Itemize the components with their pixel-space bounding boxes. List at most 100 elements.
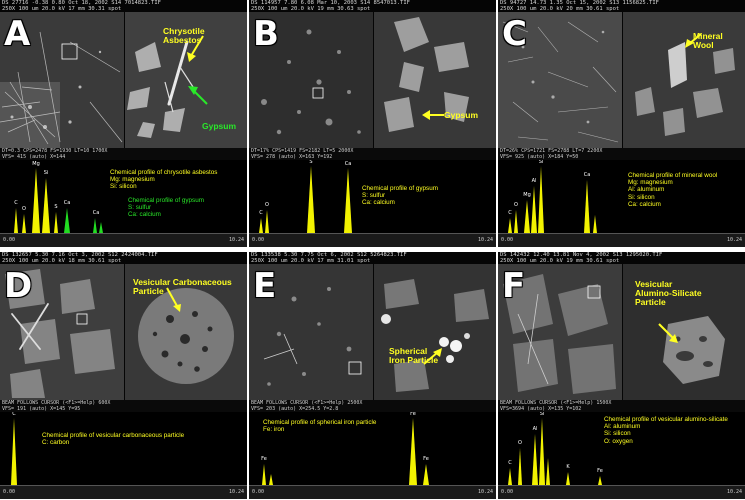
spectrum-peak <box>508 218 512 233</box>
panel-f-sem-detail <box>623 264 745 400</box>
profile-line: Ca: calcium <box>628 200 661 208</box>
spectrum-peak <box>518 448 522 485</box>
panel-e-profile-iron: Chemical profile of spherical iron parti… <box>263 419 376 433</box>
spectrum-peak <box>22 214 26 233</box>
panel-f-letter: F <box>502 266 526 306</box>
peak-element-label: Ca <box>345 161 352 167</box>
profile-line: C: carbon <box>42 439 70 447</box>
panel-a-sem-detail <box>125 12 247 148</box>
panel-b-sem-overview <box>249 12 373 148</box>
panel-d-profile-carbonaceous: Chemical profile of vesicular carbonaceo… <box>42 432 184 446</box>
panel-d-sem-overview <box>0 264 124 400</box>
panel-e-header: DS 133538 5.30 7.75 Oct 6, 2002 S12 5264… <box>249 252 496 264</box>
spectrum-peak <box>344 168 352 233</box>
panel-c-profile-mineral-wool: Chemical profile of mineral wool Mg: mag… <box>628 172 717 208</box>
panel-d-status: BEAM FOLLOWS CURSOR (<F1>=Help) 600X VFS… <box>0 400 247 412</box>
profile-line: Si: silicon <box>628 193 655 201</box>
spectrum-peak <box>54 212 58 233</box>
panel-d-label-vesicular-carbonaceous: Vesicular Carbonaceous Particle <box>133 277 232 296</box>
spectrum-peak <box>546 458 550 485</box>
panel-d-status-line1: BEAM FOLLOWS CURSOR (<F1>=Help) 600X <box>2 400 111 406</box>
spectrum-peak <box>566 472 570 485</box>
spectrum-peak <box>265 210 269 233</box>
panel-b-status: DT=17% CPS=1419 FS=2182 LT=5 2000X VFS= … <box>249 148 496 160</box>
panel-f: DS 142432 12.40 13.81 Nov 4, 2002 S13 12… <box>498 252 745 499</box>
spectrum-peak <box>307 166 315 233</box>
panel-d-header-line1: DS 132657 5.30 7.16 Oct 3, 2002 S12 2424… <box>2 252 158 258</box>
axis-max: 10.24 <box>477 237 493 243</box>
panel-a-status: DT=0.3 CPS=2478 FS=1930 LT=10 1700X VFS=… <box>0 148 247 160</box>
panel-a-letter: A <box>4 14 31 54</box>
peak-element-label: K <box>566 464 570 470</box>
spectrum-peak <box>593 215 597 233</box>
panel-b-status-line2: VFS= 278 (auto) X=163 Y=192 <box>251 154 333 160</box>
panel-d-spectrum: C Chemical profile of vesicular carbonac… <box>0 411 247 486</box>
spectrum-peak <box>262 464 266 485</box>
spectrum-peak <box>538 166 544 233</box>
panel-d-header: DS 132657 5.30 7.16 Oct 3, 2002 S12 2424… <box>0 252 247 264</box>
peak-element-label: C <box>12 412 16 417</box>
spectrum-peak <box>259 218 263 233</box>
axis-max: 10.24 <box>228 237 244 243</box>
peak-element-label: Si <box>44 170 49 176</box>
profile-line: S: sulfur <box>362 192 386 200</box>
panel-b-header: DS 114957 7.80 6.08 Mar 10, 2003 S14 854… <box>249 0 496 12</box>
panel-a-profile-asbestos: Chemical profile of chrysotile asbestos … <box>110 169 217 191</box>
panel-c-spectrum: C O Mg Al Si Ca Chemical profile of mineral w… <box>498 159 745 234</box>
panel-e-status-line1: BEAM FOLLOWS CURSOR (<F1>=Help) 2500X <box>251 400 363 406</box>
panel-b-spectrum: C O S Ca Chemical profile of gypsum S: sulf… <box>249 159 496 234</box>
profile-line: Chemical profile of spherical iron parti… <box>263 419 377 426</box>
peak-element-label: Fe <box>261 456 267 462</box>
spectrum-peak <box>508 468 512 485</box>
panel-f-status-line1: BEAM FOLLOWS CURSOR (<F1>=Help) 1500X <box>500 400 612 406</box>
peak-element-label: Al <box>532 178 537 184</box>
panel-a-label-gypsum: Gypsum <box>202 121 237 131</box>
profile-line: Chemical profile of chrysotile asbestos <box>110 169 218 176</box>
panel-a-header-line1: DS 27716 -0.38 0.80 Oct 18, 2002 S14 701… <box>2 0 161 6</box>
panel-f-header: DS 142432 12.40 13.81 Nov 4, 2002 S13 12… <box>498 252 745 264</box>
panel-d-header-line2: 250X 100 um 20.0 kV 18 mm 30.61 spot <box>2 258 122 264</box>
panel-a-profile-gypsum: Chemical profile of gypsum S: sulfur Ca:… <box>128 197 204 219</box>
panel-a-energy-axis: 0.00 10.24 <box>0 233 247 247</box>
panel-b-energy-axis: 0.00 10.24 <box>249 233 496 247</box>
panel-c-sem-overview <box>498 12 622 148</box>
peak-element-label: Fe <box>597 468 603 474</box>
panel-e-header-line1: DS 133538 5.30 7.75 Oct 6, 2002 S12 5264… <box>251 252 407 258</box>
panel-f-status: BEAM FOLLOWS CURSOR (<F1>=Help) 1500X VF… <box>498 400 745 412</box>
panel-e-status-line2: VFS= 203 (auto) X=254.5 Y=2.8 <box>251 406 339 412</box>
panel-a-status-line2: VFS= 415 (auto) X=144 <box>2 154 66 160</box>
profile-line: Al: aluminum <box>628 186 665 194</box>
profile-line: Mg: magnesium <box>628 179 673 187</box>
axis-max: 10.24 <box>726 489 742 495</box>
panel-a-status-line1: DT=0.3 CPS=2478 FS=1930 LT=10 1700X <box>2 148 108 154</box>
peak-element-label: O <box>22 206 26 212</box>
panel-d-status-line2: VFS= 191 (auto) X=145 Y=95 <box>2 406 81 412</box>
panel-c-status-line2: VFS= 925 (auto) X=184 Y=50 <box>500 154 579 160</box>
panel-a-label-chrysotile-asbestos: Chrysotile Asbestos <box>163 26 205 45</box>
panel-c: DS 94727 14.73 1.35 Oct 15, 2002 S13 115… <box>498 0 745 247</box>
spectrum-peak <box>423 464 429 485</box>
panel-c-letter: C <box>502 14 527 54</box>
panel-b-label-gypsum: Gypsum <box>444 110 479 120</box>
peak-element-label: Ca <box>64 200 71 206</box>
spectrum-peak <box>524 200 530 233</box>
panel-e-status: BEAM FOLLOWS CURSOR (<F1>=Help) 2500X VF… <box>249 400 496 412</box>
panel-a-header: DS 27716 -0.38 0.80 Oct 18, 2002 S14 701… <box>0 0 247 12</box>
peak-element-label: Mg <box>523 192 531 198</box>
panel-b-profile-gypsum: Chemical profile of gypsum S: sulfur Ca:… <box>362 185 438 207</box>
spectrum-peak <box>269 474 273 485</box>
axis-min: 0.00 <box>252 489 265 495</box>
spectrum-peak <box>539 418 545 485</box>
panel-e-sem-detail <box>374 264 496 400</box>
panel-f-profile-alumino-silicate: Chemical profile of vesicular alumino-si… <box>604 416 728 445</box>
peak-element-label: Fe <box>410 412 416 417</box>
peak-element-label: S <box>309 160 312 165</box>
spectrum-peak <box>93 218 97 233</box>
axis-min: 0.00 <box>252 237 265 243</box>
profile-line: Chemical profile of vesicular alumino-si… <box>604 416 728 423</box>
profile-line: Chemical profile of mineral wool <box>628 172 718 179</box>
panel-e-letter: E <box>253 266 277 306</box>
panel-a: DS 27716 -0.38 0.80 Oct 18, 2002 S14 701… <box>0 0 247 247</box>
axis-min: 0.00 <box>3 489 16 495</box>
panel-f-header-line2: 250X 100 um 20.0 kV 19 mm 30.61 spot <box>500 258 620 264</box>
